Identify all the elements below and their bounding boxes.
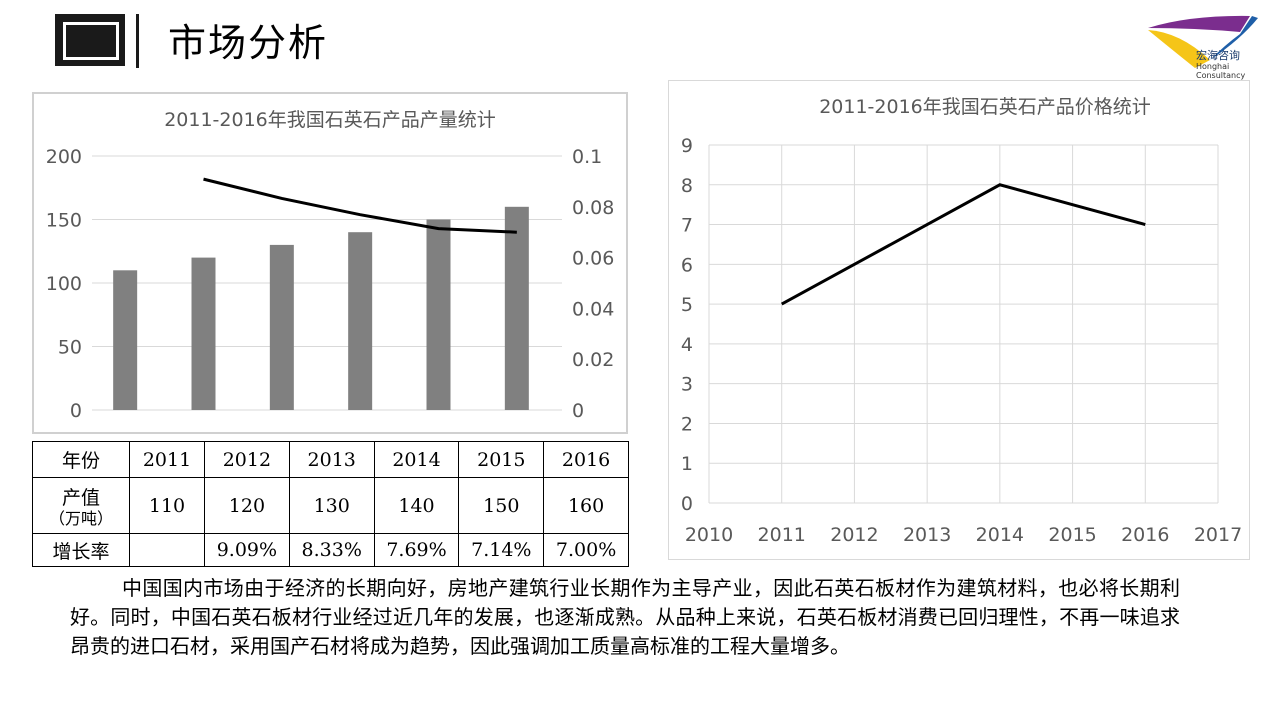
table-cell: 120 (204, 477, 290, 534)
production-chart-svg: 2011-2016年我国石英石产品产量统计 0 50 100 150 200 0 0.02… (46, 109, 615, 422)
bar (426, 219, 451, 410)
bar (504, 206, 529, 410)
bar (191, 257, 216, 410)
table-cell (129, 533, 205, 567)
price-line (780, 183, 1146, 306)
table-cell: 140 (373, 477, 460, 534)
x-tick-label: 2012 (830, 524, 878, 546)
y-tick-label: 1 (681, 453, 693, 475)
table-header-cell: 2011 (129, 441, 205, 478)
production-chart: 2011-2016年我国石英石产品产量统计 0 50 100 150 200 0 0.02… (32, 92, 628, 434)
y-tick-label: 200 (46, 146, 82, 168)
table-header-cell: 2015 (458, 441, 545, 478)
title-divider (136, 14, 139, 68)
y-tick-label: 150 (46, 210, 82, 232)
production-table: 年份 2011 2012 2013 2014 2015 2016 产值 （万吨）… (32, 441, 629, 567)
table-cell: 7.69% (373, 533, 460, 567)
table-cell-output-label: 产值 （万吨） (32, 477, 130, 534)
table-row: 增长率 9.09% 8.33% 7.69% 7.14% 7.00% (32, 533, 629, 567)
analysis-paragraph: 中国国内市场由于经济的长期向好，房地产建筑行业长期作为主导产业，因此石英石板材作… (70, 576, 1180, 658)
page-title: 市场分析 (168, 21, 329, 65)
table-cell: 7.14% (458, 533, 545, 567)
x-tick-label: 2017 (1194, 524, 1242, 546)
bar (348, 232, 373, 410)
title-icon (55, 14, 125, 66)
price-chart-svg: 2011-2016年我国石英石产品价格统计 0 1 2 3 4 5 6 7 8 9 2010 201… (681, 96, 1242, 546)
y2-tick-label: 0 (572, 400, 584, 422)
logo-name: 宏海咨询 (1196, 49, 1240, 62)
y2-tick-label: 0.04 (572, 298, 614, 320)
x-tick-label: 2011 (758, 524, 806, 546)
table-row: 年份 2011 2012 2013 2014 2015 2016 (32, 441, 629, 478)
table-header-cell: 年份 (32, 441, 130, 478)
y-tick-label: 50 (58, 337, 82, 359)
price-chart: 2011-2016年我国石英石产品价格统计 0 1 2 3 4 5 6 7 8 9 2010 201… (668, 80, 1250, 560)
y-tick-label: 3 (681, 374, 693, 396)
table-row: 产值 （万吨） 110 120 130 140 150 160 (32, 477, 629, 534)
logo-subtitle: Honghai Consultancy (1196, 62, 1246, 80)
table-cell: 110 (129, 477, 205, 534)
x-tick-label: 2016 (1121, 524, 1169, 546)
table-header-cell: 2014 (373, 441, 460, 478)
x-tick-label: 2014 (976, 524, 1024, 546)
table-cell: 150 (458, 477, 545, 534)
company-logo (1148, 15, 1258, 68)
table-header-cell: 2013 (288, 441, 375, 478)
y2-tick-label: 0.06 (572, 248, 614, 270)
y-tick-label: 8 (681, 175, 693, 197)
y-tick-label: 7 (681, 215, 693, 237)
y-tick-label: 0 (70, 400, 82, 422)
table-cell: 130 (288, 477, 375, 534)
bar (113, 270, 138, 410)
output-unit: （万吨） (48, 509, 113, 528)
x-tick-label: 2013 (903, 524, 951, 546)
x-tick-label: 2010 (685, 524, 733, 546)
y-tick-label: 0 (681, 493, 693, 515)
table-cell: 增长率 (32, 533, 130, 567)
y-tick-label: 6 (681, 254, 693, 276)
y2-tick-label: 0.02 (572, 349, 614, 371)
growth-rate-line (203, 177, 517, 234)
bar (269, 244, 294, 410)
table-cell: 7.00% (543, 533, 629, 567)
output-label: 产值 (61, 487, 100, 509)
y-tick-label: 2 (681, 413, 693, 435)
x-tick-label: 2015 (1048, 524, 1096, 546)
table-header-cell: 2012 (204, 441, 290, 478)
table-cell: 160 (543, 477, 629, 534)
chart-title: 2011-2016年我国石英石产品产量统计 (164, 109, 496, 131)
y-tick-label: 5 (681, 294, 693, 316)
y-tick-label: 100 (46, 273, 82, 295)
y2-tick-label: 0.08 (572, 197, 614, 219)
chart-title: 2011-2016年我国石英石产品价格统计 (819, 96, 1151, 118)
table-header-cell: 2016 (543, 441, 629, 478)
y-tick-label: 4 (681, 334, 693, 356)
table-cell: 9.09% (204, 533, 290, 567)
y2-tick-label: 0.1 (572, 146, 602, 168)
y-tick-label: 9 (681, 135, 693, 157)
table-cell: 8.33% (288, 533, 375, 567)
